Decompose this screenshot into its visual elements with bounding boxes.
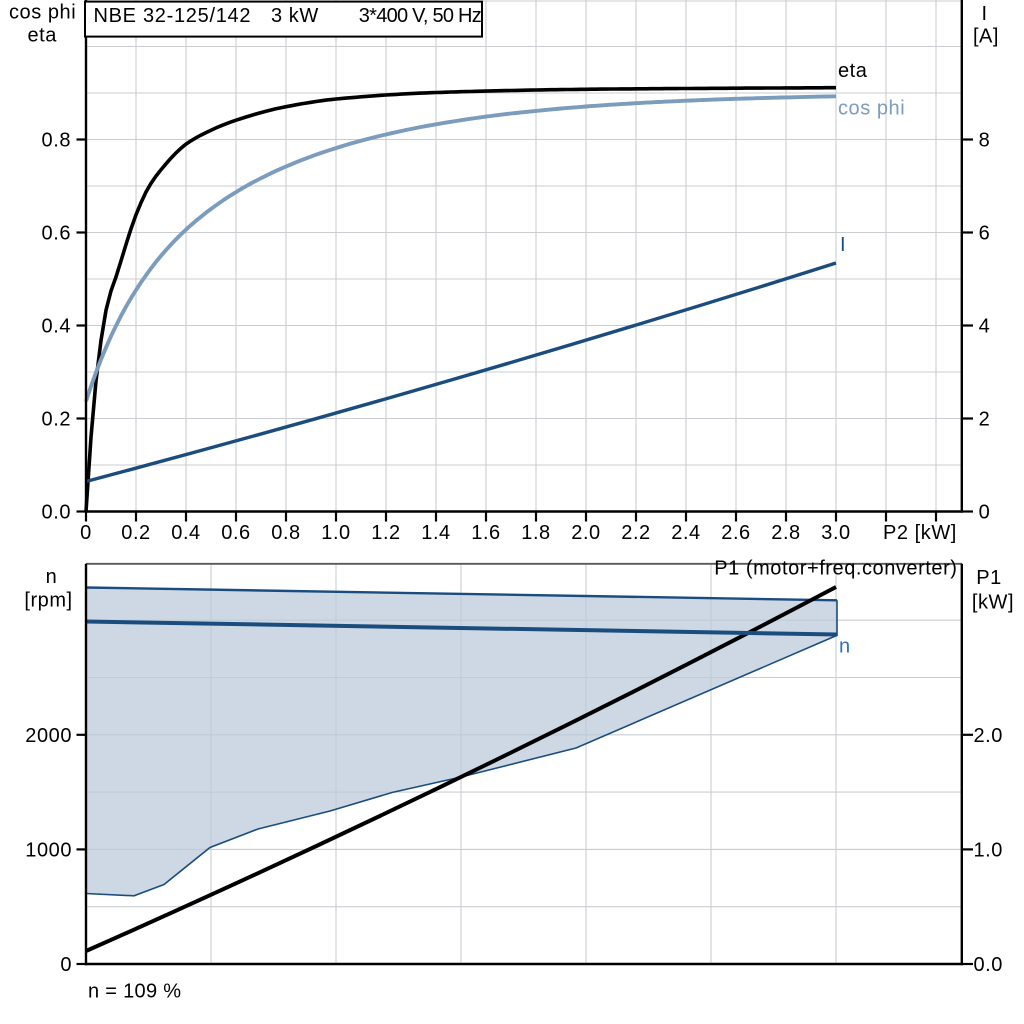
svg-text:eta: eta: [28, 25, 58, 47]
svg-text:1.2: 1.2: [371, 522, 400, 544]
svg-text:cos phi: cos phi: [838, 98, 905, 120]
svg-text:0.0: 0.0: [974, 954, 1003, 976]
svg-text:1.4: 1.4: [421, 522, 450, 544]
svg-text:cos phi: cos phi: [9, 2, 76, 24]
svg-text:2: 2: [979, 409, 991, 431]
svg-text:0: 0: [60, 954, 72, 976]
svg-text:I: I: [981, 3, 987, 25]
svg-text:1.8: 1.8: [521, 522, 550, 544]
svg-text:[kW]: [kW]: [972, 592, 1014, 614]
svg-text:NBE 32-125/142: NBE 32-125/142: [94, 5, 252, 27]
svg-text:I: I: [840, 234, 846, 256]
svg-text:0.8: 0.8: [271, 522, 300, 544]
svg-text:3 kW: 3 kW: [271, 5, 319, 27]
svg-text:n: n: [839, 636, 851, 658]
svg-text:6: 6: [979, 223, 991, 245]
svg-text:2.4: 2.4: [671, 522, 700, 544]
svg-text:0.2: 0.2: [121, 522, 150, 544]
svg-text:8: 8: [979, 130, 991, 152]
svg-text:eta: eta: [838, 60, 868, 82]
svg-text:1.6: 1.6: [471, 522, 500, 544]
svg-text:[rpm]: [rpm]: [24, 590, 72, 612]
svg-text:0.2: 0.2: [42, 409, 71, 431]
svg-text:1.0: 1.0: [321, 522, 350, 544]
svg-text:[A]: [A]: [973, 26, 999, 48]
svg-text:2.6: 2.6: [721, 522, 750, 544]
svg-text:0.4: 0.4: [42, 316, 71, 338]
svg-text:n = 109 %: n = 109 %: [88, 981, 181, 1003]
svg-text:P1 (motor+freq.converter): P1 (motor+freq.converter): [714, 558, 957, 580]
svg-text:0.0: 0.0: [42, 502, 71, 524]
svg-text:3*400 V, 50 Hz: 3*400 V, 50 Hz: [359, 5, 481, 27]
svg-text:1.0: 1.0: [974, 840, 1003, 862]
svg-text:2.8: 2.8: [771, 522, 800, 544]
svg-text:0.8: 0.8: [42, 130, 71, 152]
svg-text:0: 0: [80, 522, 92, 544]
svg-text:0.6: 0.6: [221, 522, 250, 544]
svg-text:0: 0: [979, 502, 991, 524]
svg-text:2.0: 2.0: [571, 522, 600, 544]
svg-text:3.0: 3.0: [821, 522, 850, 544]
svg-text:2.2: 2.2: [621, 522, 650, 544]
svg-text:2000: 2000: [25, 725, 72, 747]
svg-text:0.4: 0.4: [171, 522, 200, 544]
svg-text:0.6: 0.6: [42, 223, 71, 245]
svg-text:2.0: 2.0: [974, 725, 1003, 747]
svg-text:n: n: [46, 566, 58, 588]
svg-text:4: 4: [979, 316, 991, 338]
svg-text:P2 [kW]: P2 [kW]: [883, 522, 957, 544]
svg-text:1000: 1000: [25, 840, 72, 862]
svg-text:P1: P1: [976, 567, 1002, 589]
